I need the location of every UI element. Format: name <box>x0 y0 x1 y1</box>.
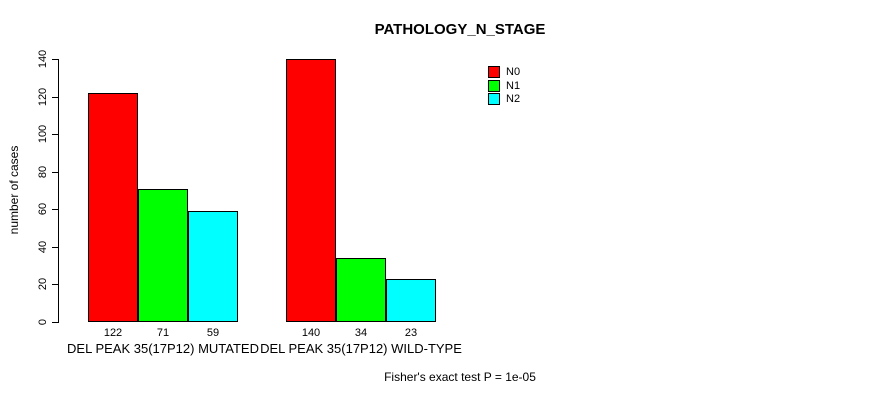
chart-title: PATHOLOGY_N_STAGE <box>374 21 546 38</box>
y-tick-label: 120 <box>37 87 49 107</box>
y-tick-mark <box>52 322 59 323</box>
y-axis-label: number of cases <box>7 145 21 235</box>
bar-n2-group2 <box>386 279 436 322</box>
y-tick-label: 40 <box>37 240 49 254</box>
x-axis-category-label: DEL PEAK 35(17P12) WILD-TYPE <box>260 341 462 356</box>
y-tick-label: 20 <box>37 277 49 291</box>
y-tick-mark <box>52 172 59 173</box>
y-tick-label: 80 <box>37 165 49 179</box>
legend-label-n2: N2 <box>506 93 521 105</box>
stat-test-annotation: Fisher's exact test P = 1e-05 <box>384 370 536 384</box>
legend-swatch-n2 <box>488 93 500 105</box>
y-tick-mark <box>52 134 59 135</box>
y-tick-mark <box>52 247 59 248</box>
legend-label-n1: N1 <box>506 79 521 92</box>
bar-value-label: 140 <box>301 327 321 339</box>
bar-value-label: 23 <box>404 327 418 339</box>
bar-n1-group1 <box>138 189 188 322</box>
legend-label-n0: N0 <box>506 66 521 78</box>
bar-value-label: 59 <box>206 327 220 339</box>
bar-n1-group2 <box>336 258 386 322</box>
y-tick-mark <box>52 59 59 60</box>
bar-value-label: 122 <box>103 327 123 339</box>
bar-value-label: 34 <box>354 327 368 339</box>
bar-n0-group2 <box>286 59 336 322</box>
y-axis-line <box>58 59 59 323</box>
y-tick-label: 100 <box>37 124 49 144</box>
y-tick-label: 140 <box>37 49 49 69</box>
bar-n2-group1 <box>188 211 238 322</box>
y-tick-mark <box>52 97 59 98</box>
y-tick-label: 0 <box>37 318 49 326</box>
y-tick-label: 60 <box>37 202 49 216</box>
bar-value-label: 71 <box>156 327 170 339</box>
y-tick-mark <box>52 209 59 210</box>
legend-swatch-n1 <box>488 79 500 92</box>
bar-n0-group1 <box>88 93 138 322</box>
y-tick-mark <box>52 284 59 285</box>
x-axis-category-label: DEL PEAK 35(17P12) MUTATED <box>67 341 259 356</box>
legend-swatch-n0 <box>488 66 500 78</box>
